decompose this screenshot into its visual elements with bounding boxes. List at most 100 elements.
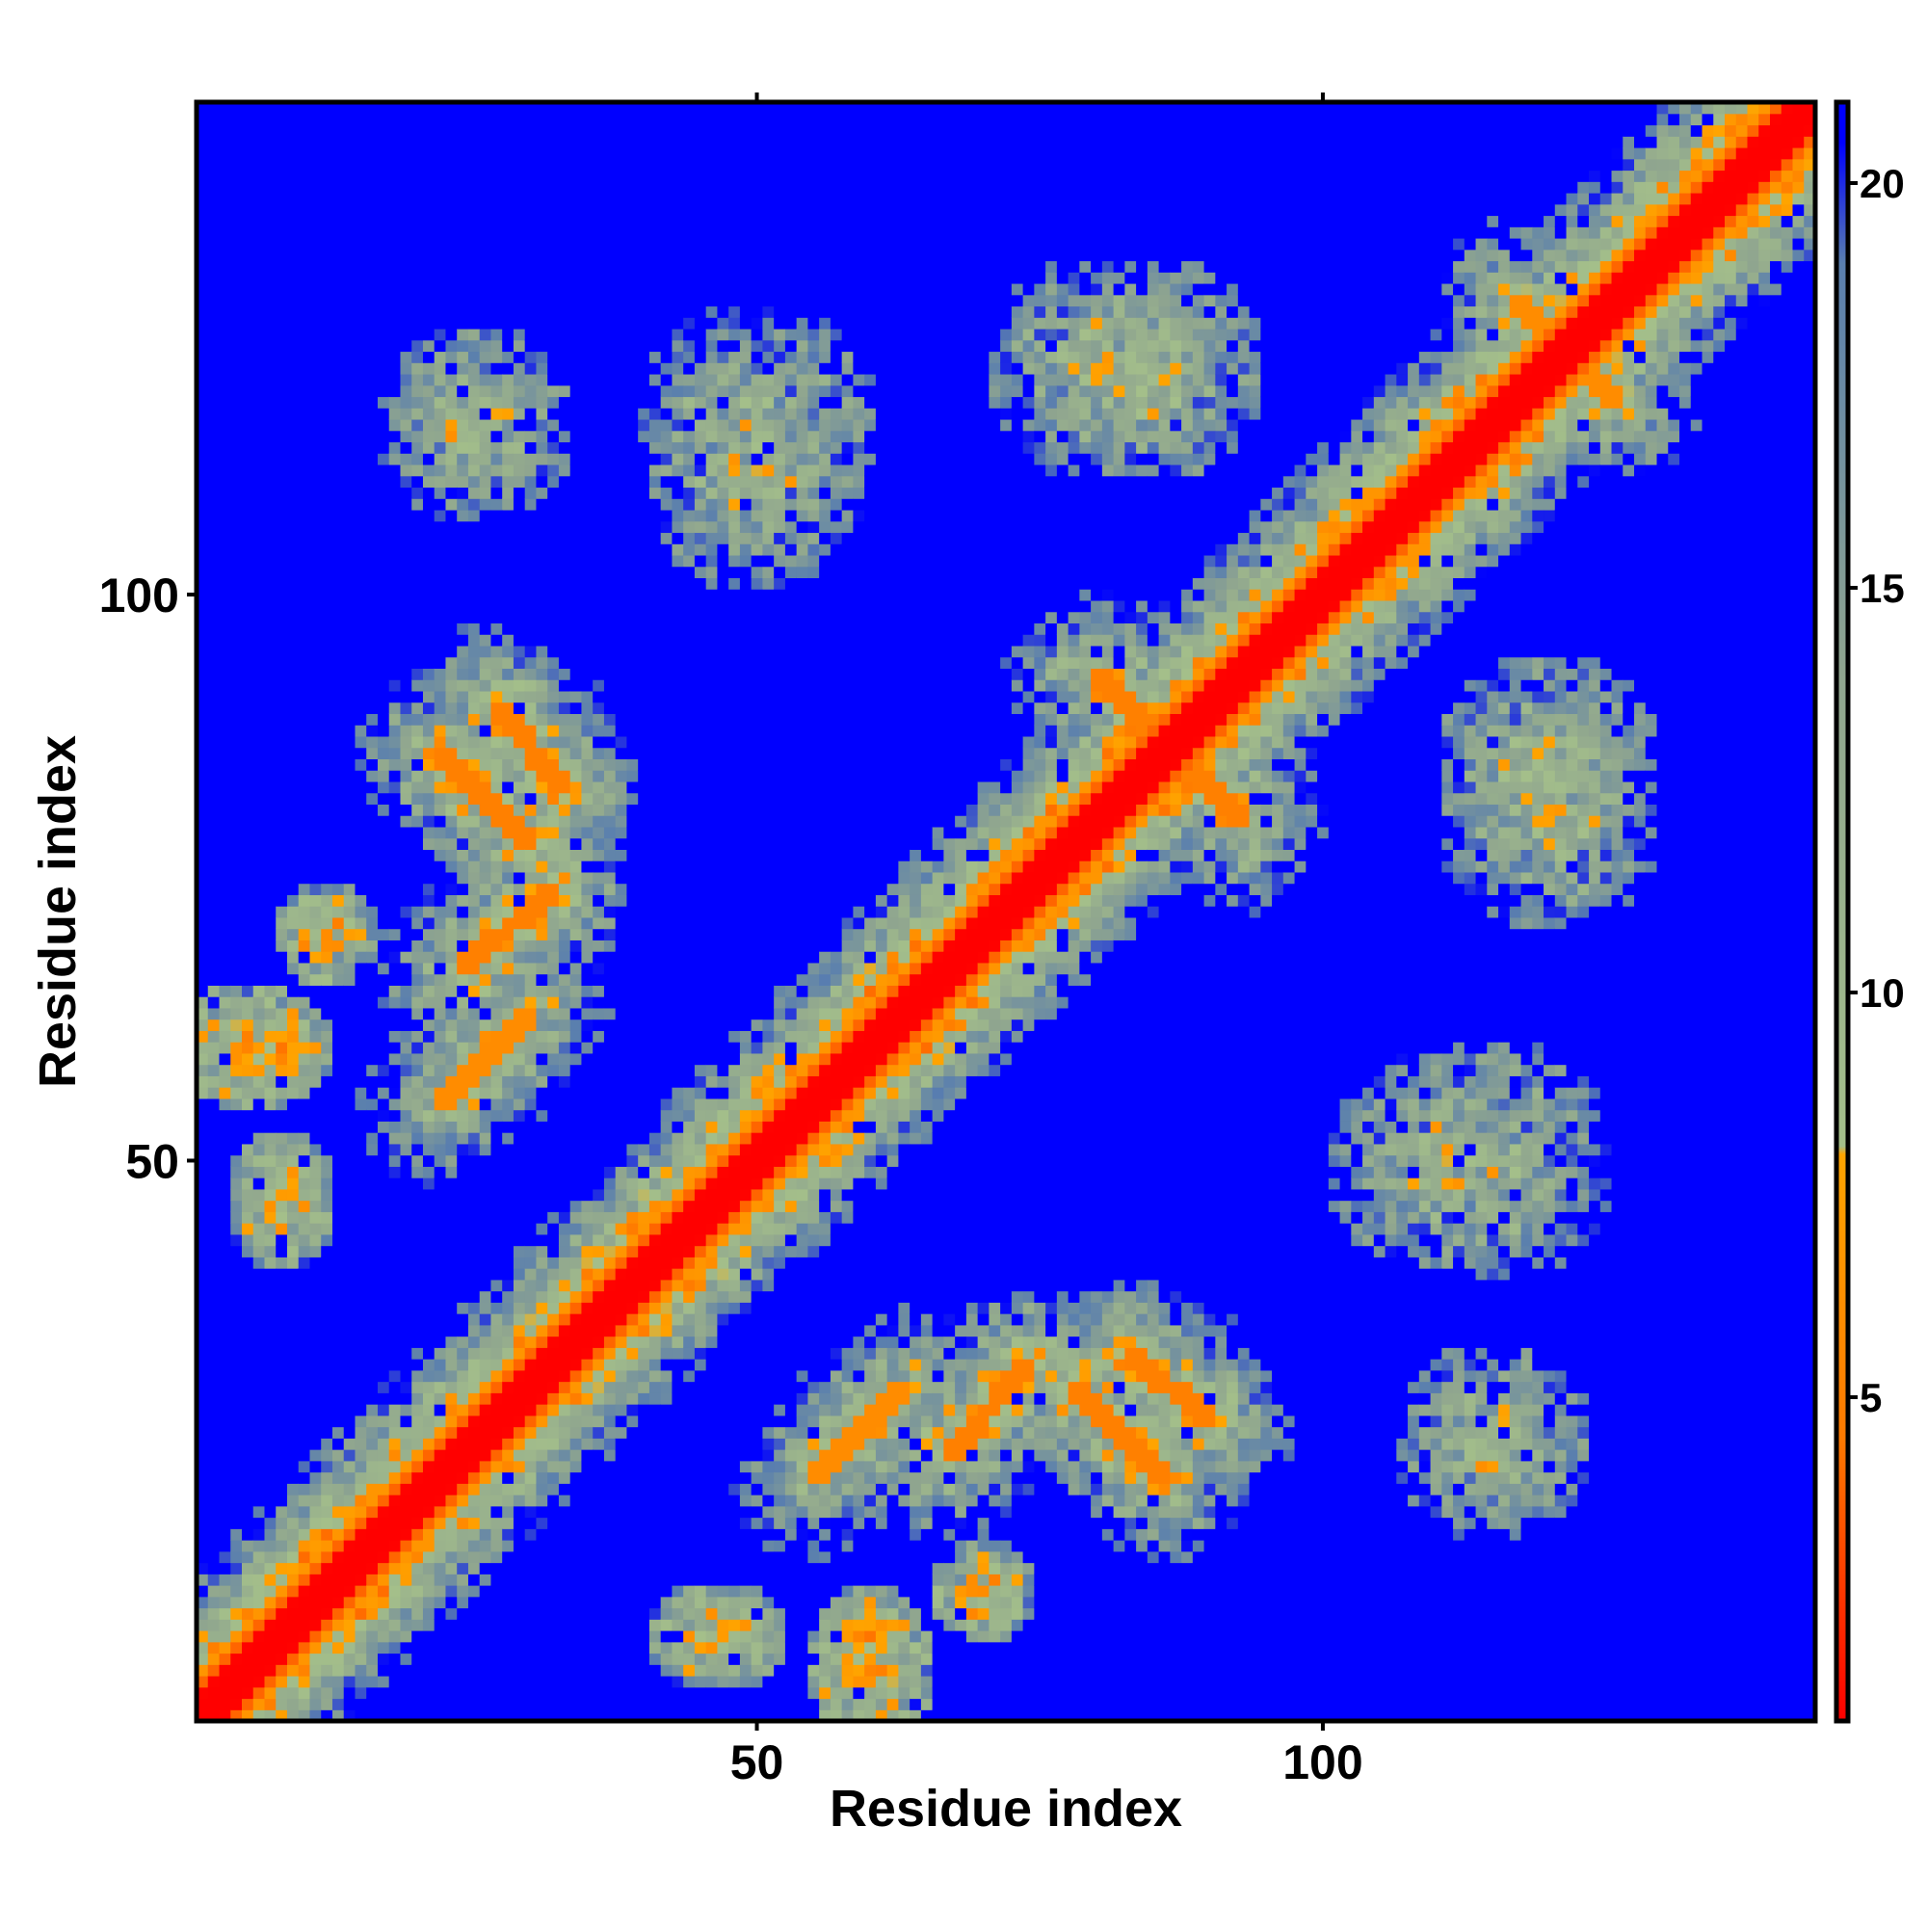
heatmap-cell bbox=[570, 453, 582, 464]
heatmap-cell bbox=[264, 838, 276, 850]
heatmap-cell bbox=[490, 770, 502, 781]
heatmap-cell bbox=[389, 374, 401, 385]
heatmap-cell bbox=[321, 1642, 332, 1654]
heatmap-cell bbox=[366, 272, 378, 283]
heatmap-cell bbox=[355, 374, 366, 385]
heatmap-cell bbox=[242, 431, 253, 442]
heatmap-cell bbox=[400, 1257, 411, 1268]
heatmap-cell bbox=[411, 250, 423, 261]
heatmap-cell bbox=[332, 1608, 344, 1620]
heatmap-cell bbox=[355, 159, 366, 171]
heatmap-cell bbox=[445, 713, 457, 725]
heatmap-cell bbox=[253, 781, 265, 793]
heatmap-cell bbox=[253, 1234, 265, 1246]
heatmap-cell bbox=[445, 1019, 457, 1031]
heatmap-cell bbox=[264, 317, 276, 329]
heatmap-cell bbox=[344, 657, 356, 669]
heatmap-cell bbox=[525, 804, 537, 815]
heatmap-cell bbox=[581, 1461, 593, 1472]
heatmap-cell bbox=[220, 543, 231, 555]
heatmap-cell bbox=[208, 114, 220, 125]
heatmap-cell bbox=[435, 1472, 446, 1484]
heatmap-cell bbox=[468, 1302, 480, 1313]
heatmap-cell bbox=[411, 1065, 423, 1076]
heatmap-cell bbox=[423, 929, 435, 940]
heatmap-cell bbox=[208, 725, 220, 736]
heatmap-cell bbox=[514, 1664, 525, 1676]
heatmap-cell bbox=[389, 770, 401, 781]
heatmap-cell bbox=[536, 1416, 547, 1427]
heatmap-cell bbox=[378, 250, 389, 261]
heatmap-cell bbox=[389, 329, 401, 340]
heatmap-cell bbox=[547, 1110, 559, 1122]
heatmap-cell bbox=[502, 147, 514, 159]
heatmap-cell bbox=[570, 1449, 582, 1461]
heatmap-cell bbox=[264, 1121, 276, 1132]
heatmap-cell bbox=[480, 1098, 491, 1110]
heatmap-cell bbox=[411, 283, 423, 295]
heatmap-cell bbox=[355, 872, 366, 884]
heatmap-cell bbox=[468, 679, 480, 691]
heatmap-cell bbox=[220, 317, 231, 329]
heatmap-cell bbox=[366, 691, 378, 702]
heatmap-cell bbox=[378, 1178, 389, 1189]
heatmap-cell bbox=[299, 622, 310, 634]
heatmap-cell bbox=[411, 860, 423, 872]
heatmap-cell bbox=[502, 1246, 514, 1257]
heatmap-cell bbox=[480, 1551, 491, 1563]
heatmap-cell bbox=[445, 532, 457, 543]
heatmap-cell bbox=[400, 815, 411, 827]
heatmap-cell bbox=[208, 1098, 220, 1110]
heatmap-cell bbox=[332, 317, 344, 329]
heatmap-cell bbox=[287, 827, 299, 838]
heatmap-cell bbox=[435, 860, 446, 872]
heatmap-cell bbox=[502, 532, 514, 543]
heatmap-cell bbox=[480, 906, 491, 917]
heatmap-cell bbox=[208, 1404, 220, 1416]
heatmap-cell bbox=[457, 1223, 468, 1234]
heatmap-cell bbox=[355, 1528, 366, 1540]
heatmap-cell bbox=[559, 1438, 570, 1449]
heatmap-cell bbox=[309, 521, 321, 533]
heatmap-cell bbox=[525, 1495, 537, 1506]
heatmap-cell bbox=[581, 1699, 593, 1710]
heatmap-cell bbox=[276, 1461, 287, 1472]
heatmap-cell bbox=[287, 577, 299, 589]
heatmap-cell bbox=[435, 1416, 446, 1427]
heatmap-cell bbox=[457, 1313, 468, 1325]
heatmap-cell bbox=[366, 1687, 378, 1699]
heatmap-cell bbox=[366, 181, 378, 193]
heatmap-cell bbox=[581, 929, 593, 940]
heatmap-cell bbox=[332, 351, 344, 362]
heatmap-cell bbox=[435, 441, 446, 453]
heatmap-cell bbox=[264, 577, 276, 589]
heatmap-cell bbox=[570, 1699, 582, 1710]
heatmap-cell bbox=[332, 464, 344, 476]
heatmap-cell bbox=[457, 238, 468, 250]
heatmap-cell bbox=[230, 1699, 242, 1710]
heatmap-cell bbox=[559, 1495, 570, 1506]
heatmap-cell bbox=[457, 317, 468, 329]
heatmap-cell bbox=[230, 1087, 242, 1098]
heatmap-cell bbox=[389, 125, 401, 137]
heatmap-cell bbox=[299, 1676, 310, 1687]
heatmap-cell bbox=[355, 1313, 366, 1325]
heatmap-cell bbox=[400, 1359, 411, 1370]
heatmap-cell bbox=[435, 362, 446, 374]
heatmap-cell bbox=[287, 295, 299, 306]
heatmap-cell bbox=[276, 1144, 287, 1155]
heatmap-cell bbox=[242, 250, 253, 261]
heatmap-cell bbox=[344, 1699, 356, 1710]
heatmap-cell bbox=[490, 758, 502, 770]
heatmap-cell bbox=[445, 951, 457, 963]
heatmap-cell bbox=[378, 1268, 389, 1280]
heatmap-cell bbox=[332, 1144, 344, 1155]
heatmap-cell bbox=[547, 1699, 559, 1710]
heatmap-cell bbox=[276, 589, 287, 600]
heatmap-cell bbox=[355, 272, 366, 283]
heatmap-cell bbox=[264, 1472, 276, 1484]
heatmap-cell bbox=[299, 1449, 310, 1461]
heatmap-cell bbox=[570, 770, 582, 781]
heatmap-cell bbox=[536, 351, 547, 362]
heatmap-cell bbox=[287, 1234, 299, 1246]
